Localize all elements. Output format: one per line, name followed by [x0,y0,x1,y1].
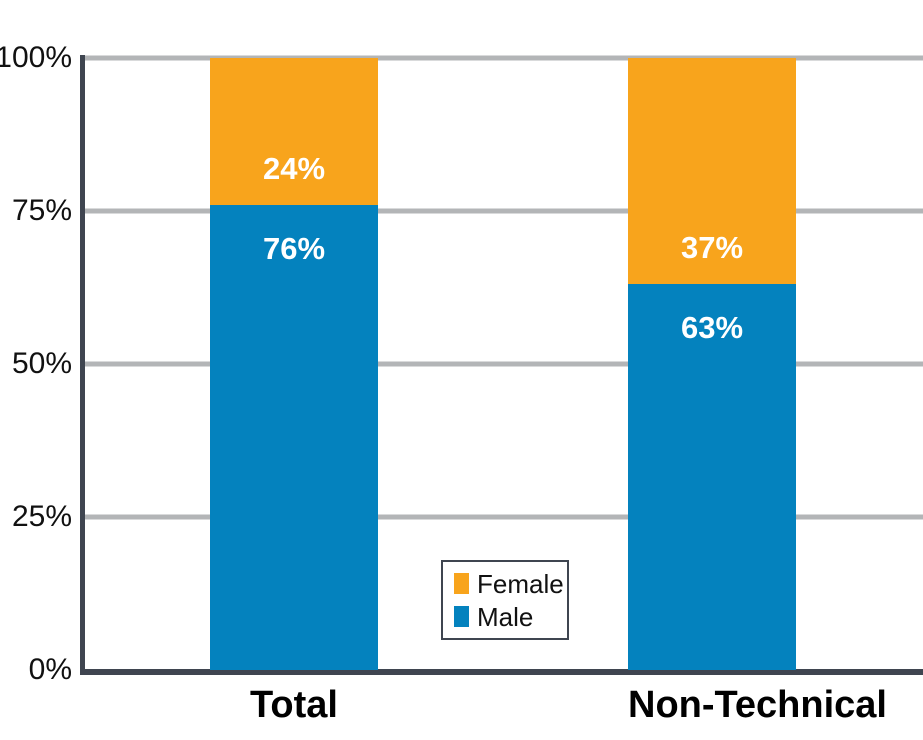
bar-total-male-segment: 76% [210,204,378,670]
y-tick-0: 0% [28,653,72,686]
y-tick-25: 25% [11,500,72,533]
gridline-75 [85,208,923,214]
legend-item-male: Male [454,604,567,630]
legend: Female Male [441,560,569,640]
y-tick-100: 100% [0,41,72,74]
gridline-25 [85,514,923,520]
legend-swatch-female-icon [454,573,469,594]
gridline-50 [85,361,923,367]
legend-label-female: Female [477,568,564,599]
legend-item-female: Female [454,571,567,597]
value-label-non-technical-female: 37% [680,230,744,266]
bar-non-technical: 37% 63% [628,58,796,670]
legend-swatch-male-icon [454,606,469,627]
y-axis-tick-labels: 100% 75% 50% 25% 0% [0,41,72,686]
plot-area: 24% 76% 37% 63% Female Male [85,55,923,670]
bar-total: 24% 76% [210,58,378,670]
legend-label-male: Male [477,601,534,632]
category-label-total: Total [250,684,338,726]
category-label-non-technical: Non-Technical [628,684,887,726]
bar-total-female-segment: 24% [210,58,378,205]
bar-non-technical-female-segment: 37% [628,58,796,285]
x-axis-line [80,669,923,675]
y-tick-50: 50% [11,347,72,380]
bar-non-technical-male-segment: 63% [628,284,796,670]
gridline-100 [85,55,923,61]
value-label-total-female: 24% [262,150,326,186]
value-label-total-male: 76% [262,230,326,266]
value-label-non-technical-male: 63% [680,310,744,346]
y-tick-75: 75% [11,194,72,227]
y-axis-line [80,55,85,675]
